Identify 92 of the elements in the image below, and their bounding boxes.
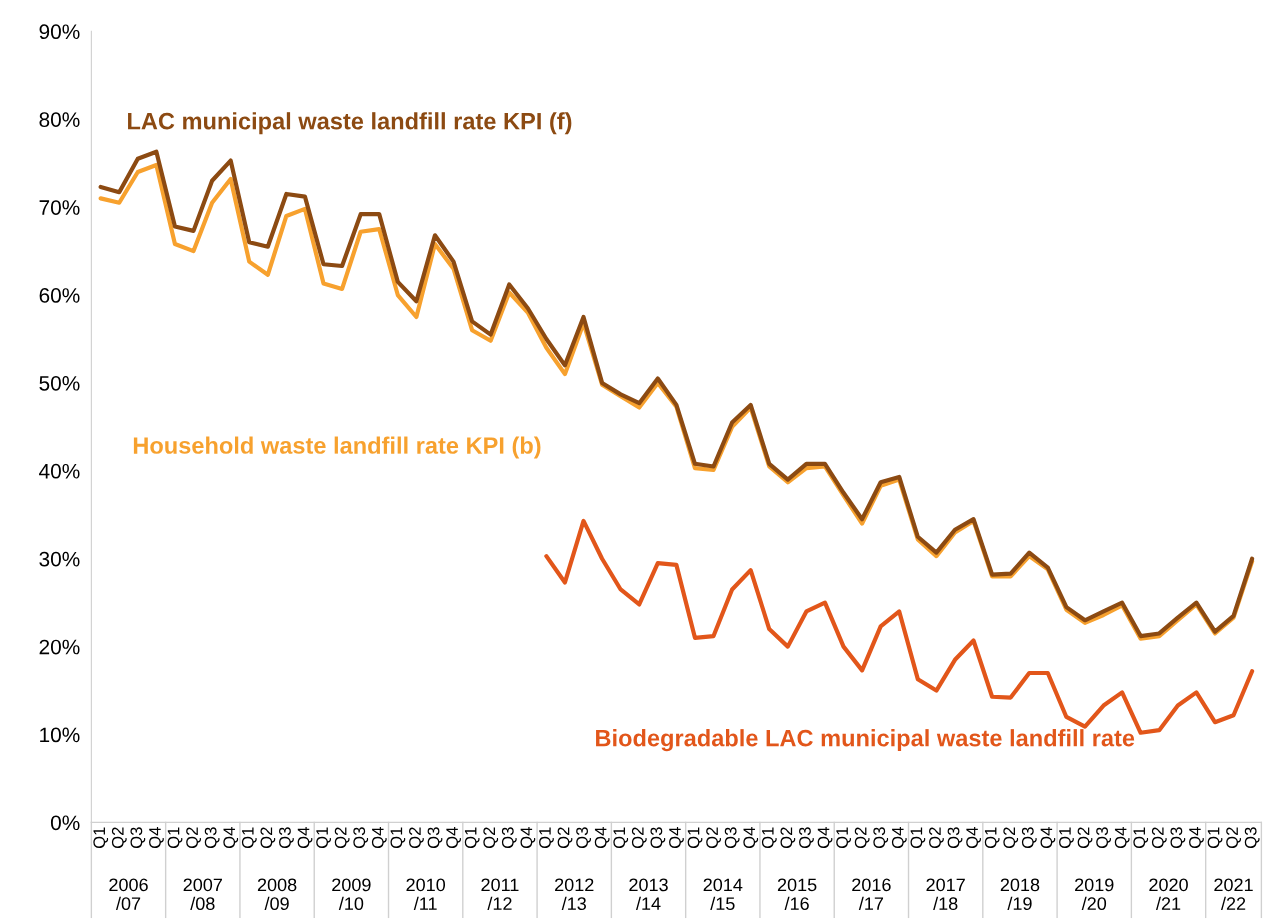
x-tick-label: Q4 — [1114, 827, 1130, 849]
x-tick-label: Q2 — [111, 827, 127, 849]
text: 2006 /07 — [109, 878, 148, 911]
x-tick-label: Q4 — [966, 827, 981, 849]
text: 2021 /22 — [1214, 878, 1253, 911]
x-tick-label: Q3 — [279, 827, 294, 849]
y-tick-label: 40% — [39, 463, 80, 479]
x-tick-label: Q4 — [371, 827, 387, 849]
x-tick-label: Q1 — [93, 827, 109, 849]
x-tick-label: Q1 — [984, 827, 1000, 849]
x-tick-label: Q2 — [409, 827, 424, 849]
x-tick-label: Q1 — [910, 827, 926, 849]
text: 2011 /12 — [481, 878, 519, 911]
y-tick-label: 20% — [39, 639, 80, 655]
y-tick-label: 90% — [39, 24, 80, 40]
x-tick-label: Q3 — [427, 827, 443, 849]
y-tick-label: 10% — [40, 727, 80, 743]
text: 2015 /16 — [777, 878, 817, 911]
x-tick-label: Q1 — [1207, 827, 1223, 849]
x-tick-label: Q1 — [167, 827, 183, 849]
text: 2010 /11 — [406, 878, 446, 911]
x-tick-label: Q2 — [557, 827, 573, 849]
x-tick-label: Q1 — [464, 827, 480, 849]
text: 2008 /09 — [257, 878, 297, 911]
x-tick-label: Q2 — [334, 827, 350, 849]
y-tick-label: 70% — [39, 200, 80, 215]
y-tick-label: 50% — [39, 375, 80, 391]
text: 2014 /15 — [703, 878, 743, 911]
x-tick-label: Q4 — [594, 827, 610, 849]
y-tick-label: 60% — [39, 288, 80, 303]
x-tick-label: Q2 — [186, 827, 201, 849]
x-tick-label: Q4 — [817, 827, 833, 849]
x-tick-label: Q1 — [316, 827, 331, 849]
x-tick-label: Q2 — [1151, 827, 1167, 849]
x-tick-label: Q2 — [1077, 827, 1093, 849]
x-tick-label: Q2 — [929, 827, 944, 849]
text: 2019 /20 — [1075, 878, 1114, 911]
x-tick-label: Q1 — [613, 827, 629, 849]
text: 2012 /13 — [555, 878, 594, 911]
x-tick-label: Q1 — [241, 827, 257, 849]
x-tick-label: Q3 — [650, 827, 666, 849]
x-tick-label: Q2 — [1003, 827, 1019, 849]
x-tick-label: Q3 — [873, 827, 889, 849]
x-tick-label: Q2 — [854, 827, 870, 849]
text: 2018 /19 — [1000, 878, 1040, 911]
x-tick-label: Q4 — [1040, 827, 1056, 849]
text: 2013 /14 — [629, 878, 668, 911]
text: 2009 /10 — [332, 878, 371, 911]
x-tick-label: Q3 — [1170, 827, 1186, 849]
x-tick-label: Q3 — [799, 827, 814, 849]
x-tick-label: Q4 — [149, 827, 164, 849]
x-tick-label: Q3 — [1244, 827, 1260, 849]
text: 2007 /08 — [183, 878, 222, 911]
y-tick-label: 30% — [39, 551, 80, 567]
x-tick-label: Q4 — [891, 827, 907, 849]
x-tick-label: Q4 — [743, 827, 759, 849]
text: Household waste landfill rate KPI (b) — [133, 436, 541, 459]
x-tick-label: Q2 — [706, 827, 721, 849]
y-tick-label: 80% — [39, 112, 80, 127]
x-tick-label: Q3 — [353, 827, 369, 849]
x-tick-label: Q4 — [1189, 827, 1204, 849]
text: 2020 /21 — [1149, 878, 1188, 911]
x-tick-label: Q3 — [204, 827, 220, 849]
x-tick-label: Q4 — [669, 827, 684, 849]
x-tick-label: Q3 — [1096, 827, 1111, 849]
text: 2016 /17 — [852, 878, 891, 911]
x-tick-label: Q4 — [223, 827, 239, 849]
x-tick-label: Q3 — [724, 827, 740, 849]
series-label: Biodegradable LAC municipal waste landfill rate — [596, 729, 1135, 752]
x-tick-label: Q2 — [631, 827, 647, 849]
x-tick-label: Q2 — [1226, 827, 1241, 849]
x-tick-label: Q1 — [390, 827, 406, 849]
x-tick-label: Q3 — [130, 827, 146, 849]
y-tick-label: 0% — [50, 815, 80, 831]
x-tick-label: Q3 — [1021, 827, 1037, 849]
x-tick-label: Q1 — [687, 827, 703, 849]
x-tick-label: Q1 — [836, 827, 851, 849]
x-tick-label: Q1 — [539, 827, 554, 849]
x-tick-label: Q2 — [780, 827, 796, 849]
x-tick-label: Q2 — [483, 827, 499, 849]
x-tick-label: Q3 — [501, 827, 517, 849]
x-tick-label: Q1 — [1059, 827, 1074, 849]
x-tick-label: Q4 — [446, 827, 461, 849]
x-tick-label: Q1 — [761, 827, 777, 849]
text: 2017 /18 — [926, 878, 965, 911]
x-tick-label: Q3 — [947, 827, 963, 849]
series-label: LAC municipal waste landfill rate KPI (f) — [128, 112, 572, 135]
x-tick-label: Q1 — [1133, 827, 1149, 849]
x-tick-label: Q3 — [576, 827, 591, 849]
x-tick-label: Q2 — [260, 827, 276, 849]
x-tick-label: Q4 — [520, 827, 536, 849]
x-tick-label: Q4 — [297, 827, 313, 849]
